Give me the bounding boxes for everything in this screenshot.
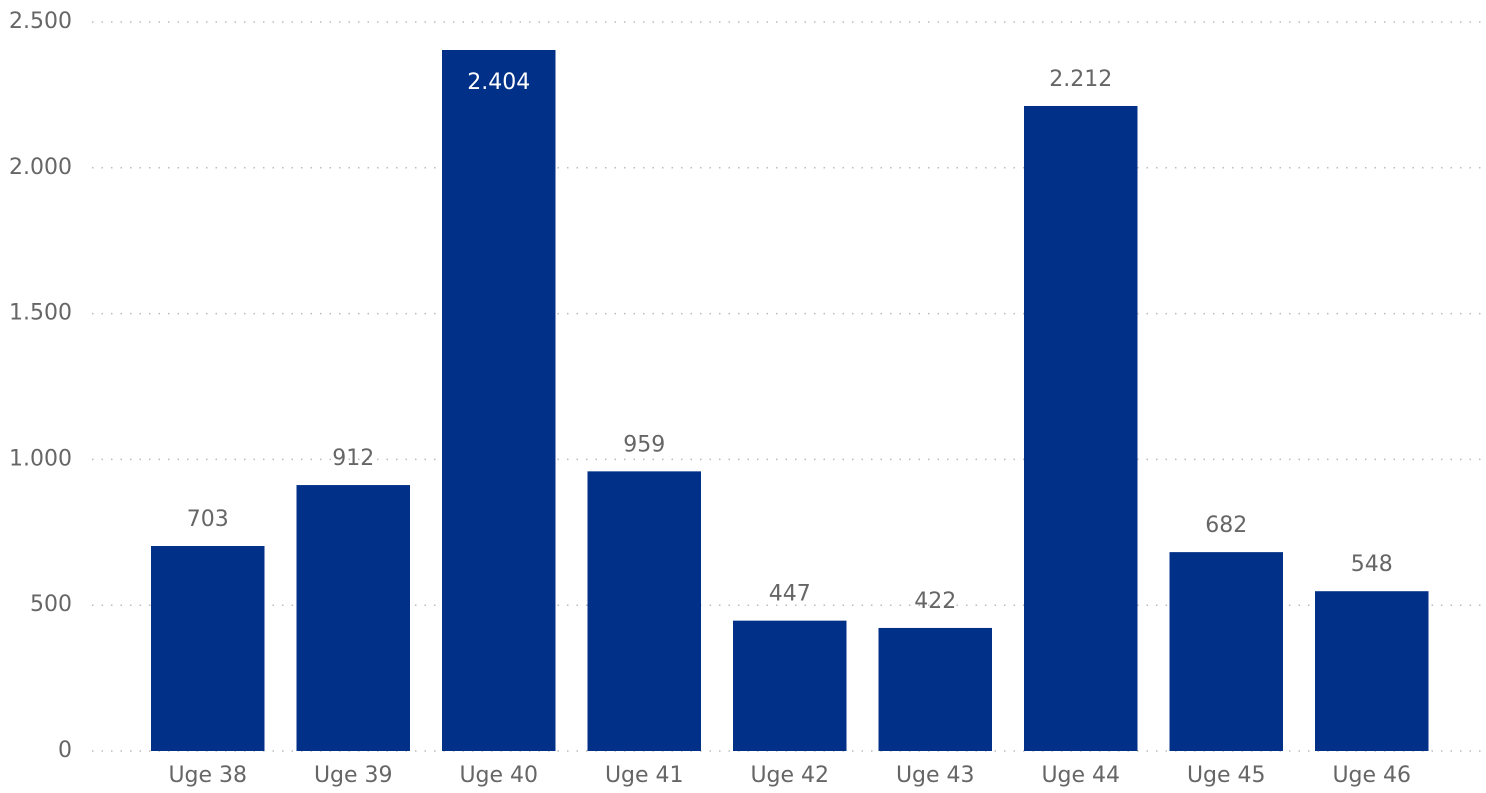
data-label: 2.212 [1049, 67, 1112, 92]
y-tick-label: 2.500 [9, 9, 72, 34]
bar [1169, 552, 1283, 751]
data-label: 447 [769, 582, 811, 607]
x-tick-label: Uge 43 [896, 763, 975, 788]
x-tick-label: Uge 40 [459, 763, 538, 788]
x-tick-label: Uge 46 [1332, 763, 1411, 788]
bar [587, 471, 701, 751]
y-tick-label: 1.000 [9, 446, 72, 471]
bar [878, 627, 992, 751]
bar [1315, 591, 1429, 751]
y-tick-label: 1.500 [9, 301, 72, 326]
x-tick-label: Uge 45 [1187, 763, 1266, 788]
x-tick-label: Uge 44 [1041, 763, 1120, 788]
y-tick-label: 0 [58, 738, 72, 763]
bar [1024, 105, 1138, 752]
data-label: 703 [187, 507, 229, 532]
bar [442, 49, 556, 752]
y-tick-label: 2.000 [9, 155, 72, 180]
bar [151, 546, 265, 751]
data-label: 548 [1351, 552, 1393, 577]
data-label: 682 [1205, 513, 1247, 538]
bar [733, 620, 847, 751]
x-tick-label: Uge 38 [168, 763, 247, 788]
data-label: 959 [623, 432, 665, 457]
y-tick-label: 500 [30, 592, 72, 617]
data-label: 912 [332, 446, 374, 471]
bar [296, 485, 410, 751]
x-tick-label: Uge 41 [605, 763, 684, 788]
data-label: 2.404 [467, 70, 530, 95]
x-tick-label: Uge 39 [314, 763, 393, 788]
data-label: 422 [914, 589, 956, 614]
x-tick-label: Uge 42 [750, 763, 829, 788]
